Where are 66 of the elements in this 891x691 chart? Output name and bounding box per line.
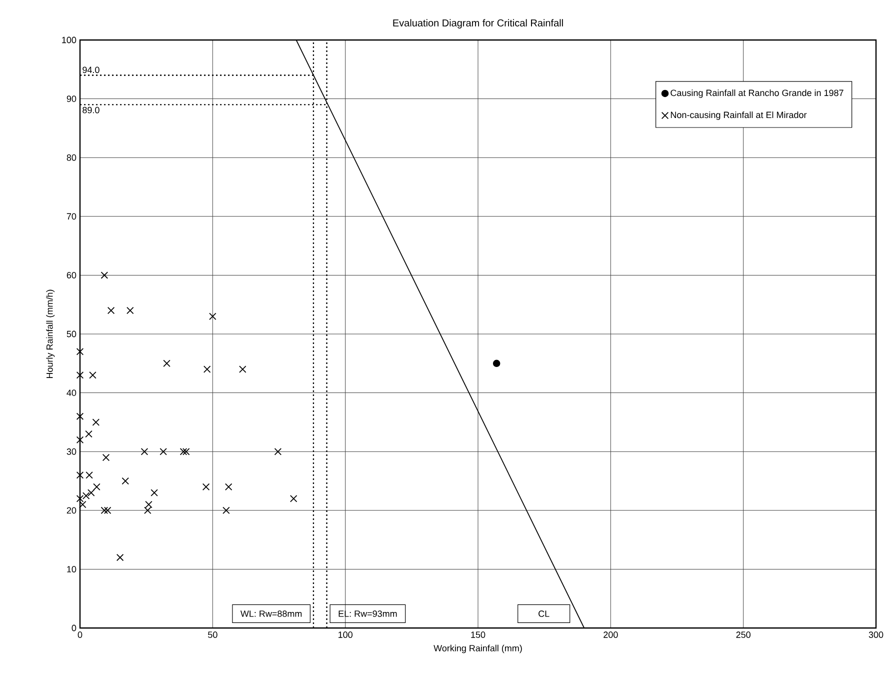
point	[163, 360, 170, 368]
point	[180, 448, 188, 456]
point	[150, 489, 158, 496]
point	[222, 506, 230, 514]
y-tick-label: 0	[72, 624, 76, 632]
point	[116, 554, 124, 562]
point	[239, 366, 246, 373]
point	[144, 506, 152, 514]
point	[290, 495, 298, 502]
y-tick-label: 10	[67, 566, 76, 572]
y-tick-label: 30	[66, 448, 76, 455]
point	[76, 471, 84, 479]
point	[202, 483, 210, 491]
point	[76, 436, 84, 444]
y-axis-title: Hourly Rainfall (mm/h)	[46, 290, 55, 378]
point	[76, 348, 84, 356]
point	[104, 506, 112, 514]
point	[107, 306, 115, 314]
ref-line-label: 94.0	[82, 66, 100, 74]
legend-label: Causing Rainfall at Rancho Grande in 1987	[670, 89, 844, 98]
point	[82, 492, 90, 500]
point	[224, 483, 232, 491]
point	[126, 306, 134, 314]
x-tick-label: 50	[208, 632, 218, 638]
point	[492, 360, 500, 368]
point	[160, 448, 167, 456]
x-tick-label: 250	[736, 632, 750, 638]
y-tick-label: 90	[66, 96, 76, 102]
point	[209, 312, 216, 320]
point	[93, 483, 100, 491]
point	[102, 454, 110, 462]
y-tick-label: 60	[66, 272, 76, 278]
point	[76, 412, 84, 420]
ref-line-label: WL: Rw=88mm	[240, 610, 302, 617]
chart-title: Evaluation Diagram for Critical Rainfall	[393, 19, 563, 28]
point	[76, 495, 84, 502]
legend-label: Non-causing Rainfall at El Mirador	[670, 111, 807, 120]
text: CL	[538, 610, 550, 617]
y-tick-label: 100	[62, 36, 76, 44]
point	[79, 500, 86, 508]
point	[85, 430, 92, 438]
y-tick-label: 20	[66, 507, 76, 514]
point	[182, 448, 190, 456]
x-tick-label: 300	[868, 632, 884, 638]
point	[140, 448, 148, 456]
point	[122, 477, 130, 485]
point	[88, 489, 95, 496]
point	[100, 506, 108, 514]
point	[76, 372, 84, 379]
y-tick-label: 80	[66, 154, 76, 161]
point	[100, 272, 108, 279]
x-tick-label: 150	[471, 632, 486, 638]
y-tick-label: 70	[66, 213, 76, 220]
x-tick-label: 100	[338, 632, 352, 638]
x-axis-title: Working Rainfall (mm)	[434, 644, 522, 654]
x-tick-label: 0	[78, 632, 82, 638]
point	[86, 471, 93, 479]
point	[145, 500, 152, 508]
point	[92, 418, 100, 426]
y-tick-label: 40	[66, 390, 76, 396]
y-tick-label: 50	[66, 330, 76, 338]
x-tick-label: 200	[604, 632, 618, 638]
ref-line-label: 89.0	[82, 106, 100, 114]
point	[274, 448, 282, 456]
point	[89, 372, 96, 379]
point	[203, 366, 211, 373]
